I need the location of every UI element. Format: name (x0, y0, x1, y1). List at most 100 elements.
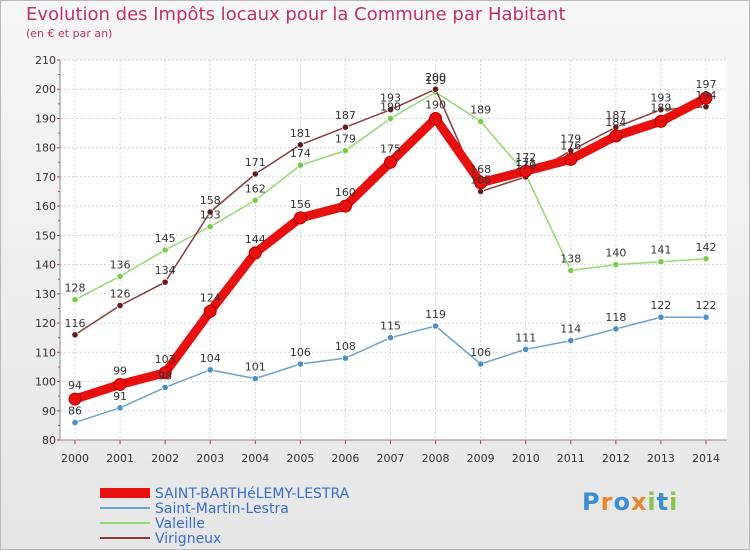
chart-title: Evolution des Impôts locaux pour la Comm… (26, 4, 566, 25)
x-tick-label: 2010 (512, 452, 540, 465)
data-point (158, 366, 172, 380)
data-point (384, 155, 397, 169)
data-label: 138 (560, 252, 581, 265)
data-point (116, 272, 124, 280)
data-point (341, 147, 350, 155)
legend-label: Virigneux (155, 531, 221, 547)
data-label: 136 (110, 258, 131, 271)
data-point (431, 322, 440, 330)
legend-label: SAINT-BARTHéLEMY-LESTRA (155, 486, 350, 502)
data-label: 200 (425, 71, 446, 84)
x-tick-label: 2007 (377, 452, 405, 465)
data-label: 162 (245, 182, 266, 195)
data-label: 128 (65, 282, 86, 295)
y-tick-label: 150 (35, 229, 56, 242)
data-label: 194 (696, 89, 717, 102)
data-label: 142 (696, 241, 717, 254)
data-point (206, 366, 214, 374)
data-label: 140 (605, 247, 626, 260)
data-label: 165 (470, 174, 491, 187)
data-point (386, 106, 395, 114)
data-label: 126 (110, 288, 131, 301)
data-point (293, 211, 307, 225)
data-point (203, 304, 217, 318)
data-label: 116 (65, 317, 86, 330)
data-point (206, 208, 214, 216)
data-point (161, 278, 169, 286)
x-tick-label: 2014 (692, 452, 720, 465)
data-point (567, 337, 575, 345)
data-point (612, 261, 620, 269)
x-tick-label: 2000 (61, 452, 89, 465)
data-point (386, 114, 395, 123)
data-label: 101 (245, 361, 266, 374)
x-tick-label: 2001 (106, 452, 134, 465)
data-label: 111 (515, 331, 536, 344)
data-point (702, 103, 710, 111)
y-tick-label: 210 (35, 54, 56, 67)
data-point (474, 176, 488, 190)
x-tick-label: 2011 (557, 452, 585, 465)
y-tick-label: 180 (35, 142, 56, 155)
data-label: 179 (560, 133, 581, 146)
proxiti-logo: Proxiti (582, 488, 678, 516)
data-label: 108 (335, 340, 356, 353)
data-point (564, 152, 578, 166)
data-point (113, 377, 127, 391)
data-point (251, 170, 259, 178)
data-point (71, 418, 79, 427)
y-tick-label: 190 (35, 112, 56, 125)
data-point (116, 404, 124, 412)
data-label: 94 (68, 379, 82, 392)
data-point (251, 375, 259, 383)
logo-letter: o (613, 488, 631, 516)
data-point (702, 255, 710, 263)
data-point (699, 91, 713, 105)
logo-letter: P (582, 488, 601, 516)
data-point (296, 141, 304, 149)
data-label: 115 (380, 320, 401, 333)
data-point (296, 360, 304, 368)
data-label: 181 (290, 127, 311, 140)
data-label: 144 (245, 233, 266, 246)
data-label: 193 (380, 92, 401, 105)
y-tick-label: 100 (35, 376, 56, 389)
data-label: 179 (335, 133, 356, 146)
data-label: 190 (380, 100, 401, 113)
data-label: 122 (650, 299, 671, 312)
data-point (431, 85, 440, 93)
data-label: 124 (200, 291, 221, 304)
data-point (654, 114, 668, 128)
data-point (702, 313, 710, 321)
data-point (71, 331, 79, 339)
data-label: 158 (200, 194, 221, 207)
data-point (657, 106, 665, 114)
data-point (477, 187, 485, 196)
data-label: 156 (290, 198, 311, 211)
data-label: 189 (650, 101, 671, 114)
data-point (68, 392, 82, 406)
data-label: 189 (470, 103, 491, 116)
y-tick-label: 110 (35, 346, 56, 359)
data-point (386, 334, 395, 342)
logo-letter: x (630, 488, 648, 516)
data-label: 119 (425, 308, 446, 321)
chart-subtitle: (en € et par an) (26, 27, 113, 40)
data-label: 176 (560, 139, 581, 152)
x-tick-label: 2013 (647, 452, 675, 465)
x-tick-label: 2004 (241, 452, 269, 465)
data-label: 145 (155, 232, 176, 245)
data-point (161, 246, 169, 254)
data-point (567, 266, 575, 275)
data-point (657, 313, 665, 321)
data-label: 174 (290, 147, 311, 160)
data-point (609, 129, 623, 143)
x-tick-label: 2006 (331, 452, 359, 465)
data-label: 134 (155, 264, 176, 277)
data-point (338, 199, 352, 213)
logo-letter: r (600, 488, 614, 516)
data-label: 98 (158, 369, 172, 382)
logo-letter: i (647, 488, 657, 516)
x-tick-label: 2009 (467, 452, 495, 465)
x-tick-label: 2005 (286, 452, 314, 465)
